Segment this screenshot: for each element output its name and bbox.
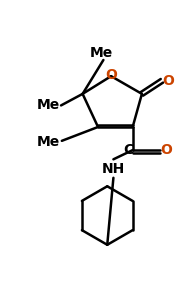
- Text: O: O: [105, 68, 117, 82]
- Text: C: C: [124, 143, 134, 157]
- Text: Me: Me: [36, 98, 60, 112]
- Text: O: O: [162, 74, 174, 88]
- Text: NH: NH: [102, 162, 125, 176]
- Text: Me: Me: [36, 135, 60, 149]
- Text: Me: Me: [90, 46, 113, 60]
- Text: O: O: [160, 143, 172, 157]
